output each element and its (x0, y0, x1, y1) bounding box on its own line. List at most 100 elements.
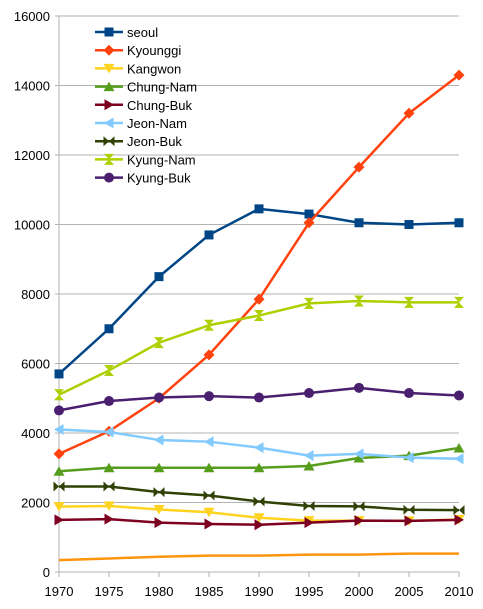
legend-item: Chung-Buk (95, 98, 193, 113)
data-point (303, 500, 315, 511)
data-point (354, 382, 364, 393)
y-tick-label: 12000 (14, 148, 50, 163)
y-tick-label: 4000 (21, 426, 50, 441)
axis-layer: 0 2000 4000 6000 8000 10000 12000 14000 16000 197… (14, 9, 474, 599)
data-point (304, 388, 314, 399)
data-point (54, 405, 64, 416)
data-point (404, 452, 414, 464)
data-point (204, 319, 214, 331)
series-kyung-buk (54, 382, 464, 416)
data-point (204, 518, 214, 530)
data-point (103, 481, 115, 492)
data-point (404, 296, 414, 308)
x-tick-label: 2000 (345, 584, 374, 599)
legend-label: Jeon-Nam (127, 116, 187, 131)
data-point (353, 161, 365, 173)
x-tick-label: 1985 (195, 584, 224, 599)
data-point (454, 218, 464, 228)
data-point (353, 501, 365, 512)
data-point (154, 434, 164, 446)
series-kyounggi (53, 69, 465, 460)
data-point (104, 364, 114, 376)
grid-layer (55, 15, 459, 573)
data-point (453, 69, 465, 81)
data-point (254, 392, 264, 403)
data-point (254, 310, 264, 322)
legend-item: Kyung-Buk (95, 171, 191, 186)
data-point (154, 517, 164, 529)
series-kyung-nam (54, 295, 464, 401)
data-point (254, 204, 264, 214)
y-tick-label: 6000 (21, 357, 50, 372)
data-point (354, 448, 364, 460)
legend-swatch-marker (103, 81, 115, 92)
data-point (153, 487, 165, 498)
legend-label: seoul (127, 25, 158, 40)
data-point (103, 462, 115, 473)
data-point (354, 515, 364, 527)
y-tick-label: 2000 (21, 496, 50, 511)
legend-label: Chung-Nam (127, 80, 197, 95)
data-point (203, 349, 215, 361)
x-tick-label: 1970 (45, 584, 74, 599)
data-point (454, 296, 464, 308)
data-point (354, 295, 364, 307)
data-point (203, 462, 215, 473)
y-tick-label: 0 (43, 565, 50, 580)
data-point (53, 502, 65, 512)
data-point (354, 218, 364, 228)
legend-item: Jeon-Nam (95, 116, 187, 131)
data-point (104, 513, 114, 525)
data-point (54, 514, 64, 526)
legend-label: Kangwon (127, 61, 181, 76)
y-tick-label: 8000 (21, 287, 50, 302)
series-line (58, 207, 460, 375)
series-jeon-nam (54, 424, 464, 465)
x-tick-label: 1995 (295, 584, 324, 599)
data-point (253, 293, 265, 305)
data-point (454, 453, 464, 465)
data-point (403, 107, 415, 119)
legend-item: Jeon-Buk (95, 134, 182, 149)
data-point (154, 272, 164, 282)
x-tick-label: 2010 (445, 584, 474, 599)
legend-swatch-marker (103, 136, 115, 147)
series-unlabeled (58, 552, 459, 562)
data-point (54, 369, 64, 379)
legend-swatch-marker (104, 117, 114, 129)
data-point (154, 392, 164, 403)
y-tick-label: 10000 (14, 218, 50, 233)
legend-swatch-marker (103, 63, 115, 74)
data-point (403, 504, 415, 515)
legend-swatch-marker (104, 172, 114, 183)
data-point (454, 390, 464, 401)
data-point (404, 515, 414, 527)
series-seoul (54, 204, 464, 379)
data-point (254, 519, 264, 531)
x-tick-label: 1990 (245, 584, 274, 599)
data-point (203, 490, 215, 501)
data-point (204, 436, 214, 448)
series-layer (53, 69, 465, 562)
legend-item: Kangwon (95, 61, 181, 76)
legend-label: Chung-Buk (127, 98, 193, 113)
legend-swatch-marker (104, 99, 114, 111)
data-point (303, 461, 315, 471)
y-tick-label: 16000 (14, 9, 50, 24)
data-point (304, 297, 314, 309)
legend-item: Kyounggi (95, 43, 181, 58)
legend: seoul Kyounggi Kangwon Chung-Nam Chung-Buk Je… (95, 25, 197, 186)
data-point (204, 391, 214, 402)
data-point (404, 388, 414, 399)
series-line (58, 552, 459, 562)
legend-swatch-marker (104, 27, 114, 37)
data-point (453, 505, 465, 516)
data-point (103, 501, 115, 511)
x-tick-label: 1975 (95, 584, 124, 599)
legend-item: Kyung-Nam (95, 152, 196, 167)
data-point (253, 496, 265, 507)
data-point (303, 217, 315, 229)
legend-label: Jeon-Buk (127, 134, 182, 149)
